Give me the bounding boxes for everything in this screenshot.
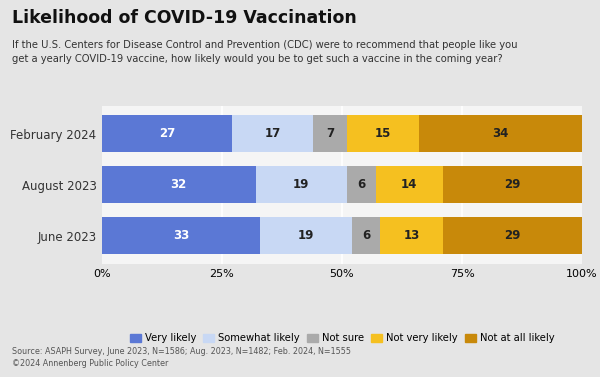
Bar <box>256 166 347 203</box>
Text: 7: 7 <box>326 127 334 140</box>
Bar <box>376 166 443 203</box>
Bar <box>419 115 582 152</box>
Bar <box>347 115 419 152</box>
Bar <box>443 166 582 203</box>
Bar <box>313 115 347 152</box>
Text: 19: 19 <box>298 229 314 242</box>
Bar <box>352 218 380 254</box>
Text: 6: 6 <box>362 229 370 242</box>
Bar <box>260 218 352 254</box>
Text: 32: 32 <box>170 178 187 191</box>
Text: 17: 17 <box>264 127 281 140</box>
Text: 14: 14 <box>401 178 418 191</box>
Text: Source: ASAPH Survey, June 2023, N=1586; Aug. 2023, N=1482; Feb. 2024, N=1555
©2: Source: ASAPH Survey, June 2023, N=1586;… <box>12 347 351 368</box>
Bar <box>443 218 582 254</box>
Text: 6: 6 <box>357 178 365 191</box>
Bar <box>102 218 260 254</box>
Text: 15: 15 <box>374 127 391 140</box>
Text: 29: 29 <box>504 229 521 242</box>
Text: 13: 13 <box>403 229 420 242</box>
Bar <box>102 105 582 162</box>
Text: 19: 19 <box>293 178 310 191</box>
Legend: Very likely, Somewhat likely, Not sure, Not very likely, Not at all likely: Very likely, Somewhat likely, Not sure, … <box>126 329 558 347</box>
Text: If the U.S. Centers for Disease Control and Prevention (CDC) were to recommend t: If the U.S. Centers for Disease Control … <box>12 40 517 64</box>
Bar <box>102 166 256 203</box>
Bar <box>102 207 582 264</box>
Text: 27: 27 <box>158 127 175 140</box>
Text: 29: 29 <box>504 178 521 191</box>
Bar <box>232 115 313 152</box>
Bar <box>102 156 582 213</box>
Text: Likelihood of COVID-19 Vaccination: Likelihood of COVID-19 Vaccination <box>12 9 357 28</box>
Text: 34: 34 <box>492 127 509 140</box>
Bar <box>380 218 443 254</box>
Bar <box>102 115 232 152</box>
Bar <box>347 166 376 203</box>
Text: 33: 33 <box>173 229 190 242</box>
